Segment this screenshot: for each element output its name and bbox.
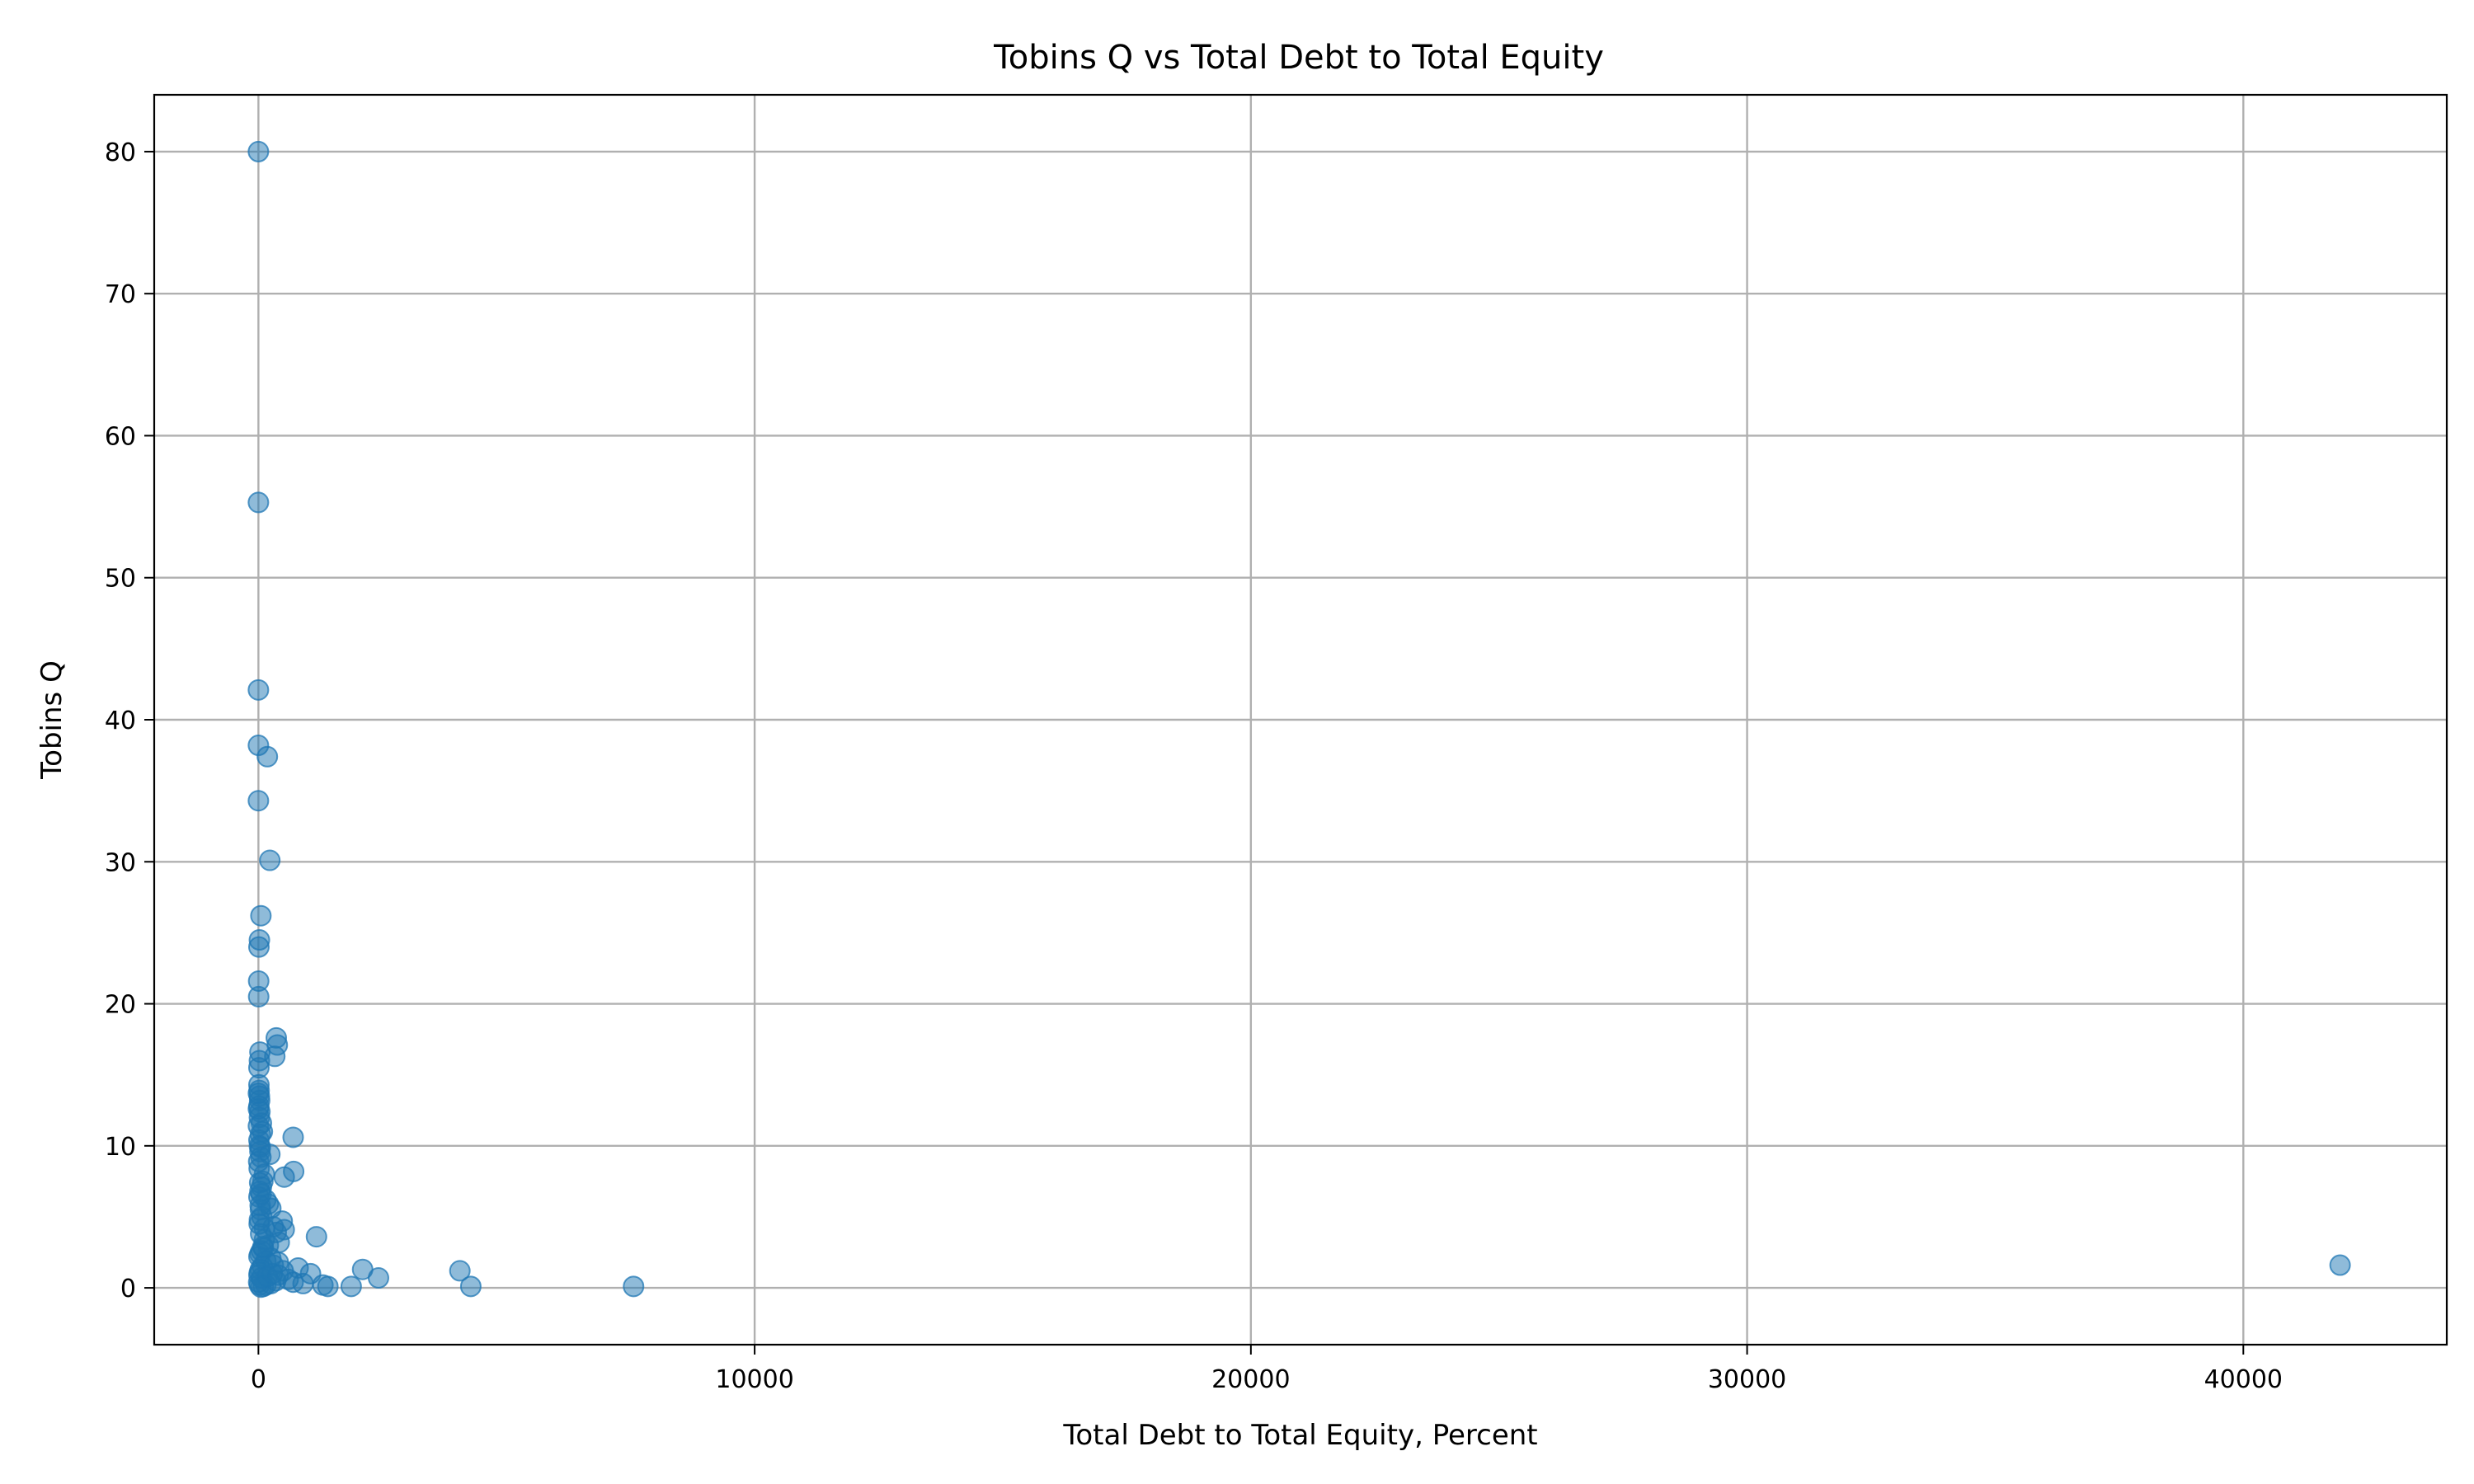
scatter-point	[247, 491, 270, 514]
scatter-point	[267, 1264, 289, 1286]
scatter-point	[248, 1213, 270, 1235]
x-tick-label: 10000	[715, 1365, 793, 1394]
y-tick-label: 50	[105, 565, 136, 594]
scatter-point	[247, 790, 270, 812]
scatter-point	[282, 1126, 304, 1148]
scatter-point	[273, 1166, 295, 1188]
scatter-point	[2329, 1254, 2351, 1276]
y-tick-label: 0	[120, 1275, 136, 1303]
y-tick-label: 20	[105, 991, 136, 1020]
scatter-point	[249, 1136, 271, 1158]
scatter-point	[367, 1267, 389, 1289]
y-tick-label: 40	[105, 707, 136, 735]
y-tick-label: 30	[105, 848, 136, 877]
scatter-point	[259, 849, 281, 871]
grid-lines	[154, 95, 2447, 1345]
data-points	[247, 140, 2351, 1298]
y-tick-label: 60	[105, 422, 136, 451]
scatter-point	[247, 1082, 270, 1105]
x-tick-label: 20000	[1211, 1365, 1290, 1394]
scatter-point	[459, 1275, 482, 1298]
x-tick-label: 40000	[2204, 1365, 2283, 1394]
scatter-point	[250, 904, 272, 927]
scatter-point	[247, 140, 270, 162]
y-tick-label: 80	[105, 139, 136, 167]
y-axis-label: Tobins Q	[35, 660, 68, 780]
scatter-point	[292, 1272, 314, 1294]
x-axis-ticks: 0 10000 20000 30000 40000	[251, 1345, 2283, 1394]
scatter-point	[256, 745, 279, 768]
scatter-point	[340, 1275, 362, 1298]
scatter-point	[305, 1226, 327, 1248]
y-tick-label: 70	[105, 280, 136, 309]
scatter-point	[449, 1260, 471, 1282]
scatter-point	[317, 1275, 339, 1298]
x-tick-label: 0	[251, 1365, 266, 1394]
y-axis-ticks: 0 10 20 30 40 50 60 70 80	[105, 139, 154, 1303]
scatter-point	[247, 679, 270, 701]
x-axis-label: Total Debt to Total Equity, Percent	[1062, 1419, 1537, 1452]
chart-title: Tobins Q vs Total Debt to Total Equity	[993, 39, 1604, 77]
scatter-point	[247, 985, 270, 1007]
x-tick-label: 30000	[1708, 1365, 1786, 1394]
scatter-point	[247, 936, 270, 958]
scatter-point	[623, 1275, 645, 1298]
y-tick-label: 10	[105, 1133, 136, 1162]
